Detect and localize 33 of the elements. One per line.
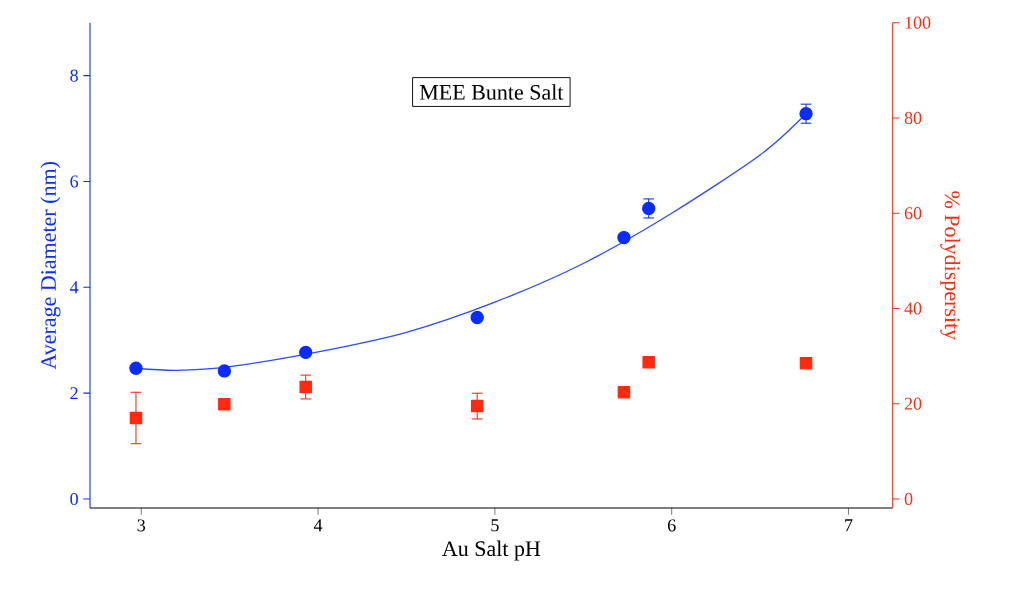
point bbox=[470, 399, 484, 413]
point bbox=[217, 364, 232, 378]
y-tick-label: 6 bbox=[70, 175, 79, 188]
y2-tick-label: 20 bbox=[904, 397, 922, 410]
y-tick-label: 2 bbox=[70, 387, 78, 400]
x-axis-title: Au Salt pH bbox=[442, 540, 541, 561]
y-tick-label: 4 bbox=[69, 281, 79, 294]
y2-axis-title: % Polydispersity bbox=[940, 191, 961, 341]
y2-tick-label: 60 bbox=[904, 207, 922, 220]
point bbox=[218, 397, 231, 411]
text: MEE Bunte Salt bbox=[419, 84, 564, 100]
point bbox=[617, 230, 631, 245]
point bbox=[299, 345, 313, 360]
point bbox=[129, 411, 143, 425]
point bbox=[617, 385, 631, 399]
y-axis-title: Average Diameter (nm) bbox=[40, 162, 61, 370]
point bbox=[799, 107, 813, 121]
point bbox=[129, 361, 143, 375]
x-tick-label: 4 bbox=[313, 519, 323, 532]
x-tick-label: 7 bbox=[845, 519, 853, 532]
y2-tick-label: 80 bbox=[904, 111, 922, 124]
point bbox=[470, 310, 484, 325]
y2-tick-label: 100 bbox=[905, 16, 931, 29]
point bbox=[299, 380, 312, 394]
x-tick-label: 5 bbox=[491, 519, 499, 532]
point bbox=[799, 356, 813, 370]
x-tick-label: 6 bbox=[667, 519, 676, 532]
y2-tick-label: 40 bbox=[904, 302, 922, 315]
y-tick-label: 8 bbox=[70, 69, 78, 82]
point bbox=[642, 355, 655, 369]
y2-tick-label: 0 bbox=[904, 492, 913, 506]
x-tick-label: 3 bbox=[137, 519, 146, 532]
y-tick-label: 0 bbox=[70, 492, 78, 506]
